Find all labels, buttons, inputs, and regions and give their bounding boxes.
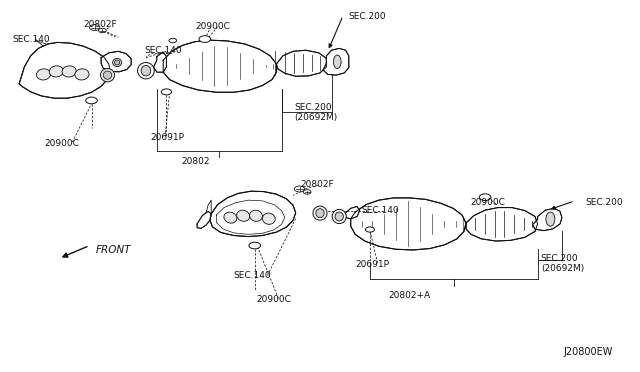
Ellipse shape [250,210,262,221]
Ellipse shape [313,206,327,220]
Circle shape [365,227,374,232]
Ellipse shape [546,212,555,226]
Text: 20691P: 20691P [150,133,184,142]
Ellipse shape [49,66,63,77]
Ellipse shape [100,68,115,82]
Polygon shape [532,208,562,231]
Circle shape [294,186,305,192]
Ellipse shape [316,209,324,218]
Text: 20691P: 20691P [355,260,389,269]
Polygon shape [163,40,276,92]
Polygon shape [197,211,211,228]
Ellipse shape [262,213,275,224]
Text: (20692M): (20692M) [294,113,338,122]
Text: 20900C: 20900C [470,198,505,207]
Text: FRONT: FRONT [96,245,131,255]
Ellipse shape [104,71,112,79]
Text: SEC.140: SEC.140 [144,46,182,55]
Text: SEC.200: SEC.200 [541,254,579,263]
Text: J20800EW: J20800EW [563,347,612,356]
Polygon shape [19,42,110,98]
Text: SEC.140: SEC.140 [362,206,399,215]
Text: SEC.140: SEC.140 [234,271,271,280]
Polygon shape [351,198,466,250]
Ellipse shape [237,210,250,221]
Ellipse shape [224,212,237,223]
Ellipse shape [141,65,151,76]
Text: SEC.140: SEC.140 [13,35,51,44]
Circle shape [99,28,106,33]
Ellipse shape [36,69,51,80]
Polygon shape [101,51,131,72]
Ellipse shape [113,58,122,67]
Polygon shape [466,208,538,241]
Ellipse shape [75,69,89,80]
Polygon shape [276,50,326,76]
Circle shape [303,190,311,194]
Ellipse shape [62,66,76,77]
Text: 20802: 20802 [181,157,209,166]
Circle shape [90,25,100,31]
Polygon shape [154,52,166,72]
Text: 20900C: 20900C [195,22,230,31]
Ellipse shape [333,55,341,68]
Polygon shape [323,48,349,75]
Polygon shape [210,191,296,237]
Circle shape [199,36,211,42]
Text: 20802F: 20802F [83,20,117,29]
Ellipse shape [115,60,120,65]
Circle shape [161,89,172,95]
Text: SEC.200: SEC.200 [294,103,332,112]
Ellipse shape [335,212,344,221]
Text: 20802+A: 20802+A [388,291,431,300]
Text: 20802F: 20802F [301,180,335,189]
Ellipse shape [332,209,346,224]
Circle shape [249,242,260,249]
Text: (20692M): (20692M) [541,264,584,273]
Text: 20900C: 20900C [256,295,291,304]
Text: SEC.200: SEC.200 [586,198,623,207]
Text: 20900C: 20900C [45,139,79,148]
Ellipse shape [169,38,177,43]
Circle shape [479,194,491,201]
Polygon shape [346,206,360,219]
Ellipse shape [138,62,154,79]
Text: SEC.200: SEC.200 [349,12,387,21]
Circle shape [86,97,97,104]
